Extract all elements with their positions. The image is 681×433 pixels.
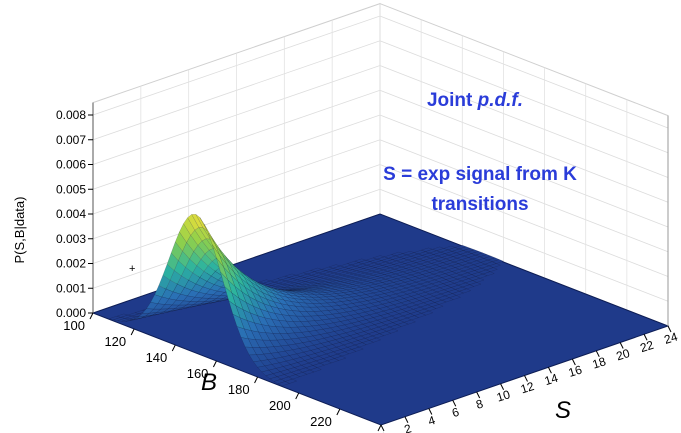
probability-surface <box>108 214 504 387</box>
z-tick-label-3: 0.003 <box>56 232 86 246</box>
s-tick-label-6: 12 <box>519 379 536 396</box>
z-tick-label-6: 0.006 <box>56 158 86 172</box>
s-tick-label-4: 8 <box>474 396 485 411</box>
marker-symbol: + <box>129 263 135 275</box>
b-tick-mark-3 <box>212 360 217 368</box>
joint-label-text: Joint <box>426 90 478 111</box>
s-tick-label-8: 16 <box>567 362 584 379</box>
s-tick-mark-7 <box>547 367 552 374</box>
b-tick-mark-2 <box>171 344 176 352</box>
s-tick-label-1: 2 <box>402 421 413 433</box>
b-tick-mark-0 <box>89 312 94 320</box>
s-tick-label-0: 0 <box>379 429 390 433</box>
s-tick-mark-0 <box>380 424 385 432</box>
box-edges <box>92 102 669 326</box>
surface-cell <box>485 267 498 272</box>
s-tick-mark-10 <box>619 342 624 349</box>
b-tick-label-4: 180 <box>228 382 250 397</box>
s-tick-label-5: 10 <box>495 387 512 404</box>
b-tick-mark-4 <box>254 376 259 384</box>
surface-cell <box>284 378 298 384</box>
b-tick-mark-6 <box>336 408 341 416</box>
z-tick-label-2: 0.002 <box>56 257 86 271</box>
surface-cell <box>491 259 504 264</box>
s-tick-mark-3 <box>452 400 457 407</box>
signal-line-1: S = exp signal from K <box>383 164 577 185</box>
z-tick-label-4: 0.004 <box>56 207 86 221</box>
s-tick-label-12: 24 <box>662 329 679 346</box>
s-tick-mark-5 <box>500 383 505 390</box>
b-tick-mark-1 <box>130 328 135 336</box>
axis-labels: 0.000 0.001 0.002 0.003 0.004 0.005 0.006 0.007… <box>56 108 680 433</box>
surface-cell <box>295 372 308 377</box>
surface-cell <box>469 282 482 287</box>
pdf-label-italic: p.d.f. <box>477 90 524 111</box>
s-tick-mark-11 <box>643 334 648 341</box>
b-tick-mark-7 <box>377 424 382 432</box>
s-tick-label-10: 20 <box>615 346 632 363</box>
surface-cell <box>434 299 447 305</box>
s-tick-mark-4 <box>476 391 481 399</box>
s-tick-label-11: 22 <box>638 338 655 355</box>
z-tick-label-0: 0.000 <box>56 306 86 320</box>
b-tick-label-3: 160 <box>187 366 209 381</box>
surface-cell <box>277 381 290 387</box>
z-axis-title: P(S,B|data) <box>12 197 27 264</box>
z-tick-label-7: 0.007 <box>56 133 86 147</box>
b-tick-label-7: 240 <box>351 430 373 433</box>
b-tick-label-6: 220 <box>310 414 332 429</box>
joint-pdf-label: Joint p.d.f. <box>375 90 575 112</box>
surface-cell <box>354 342 367 348</box>
s-axis-title: S <box>555 397 571 424</box>
b-tick-label-0: 100 <box>63 318 85 333</box>
surface-cell <box>461 284 475 290</box>
signal-description: S = exp signal from K transitions <box>330 160 630 220</box>
s-tick-mark-2 <box>428 408 433 415</box>
axis-ticks <box>88 114 672 432</box>
surface-cell <box>472 277 485 283</box>
b-tick-label-5: 200 <box>269 398 291 413</box>
signal-line-2: transitions <box>431 194 529 215</box>
surface-cell <box>441 297 454 303</box>
s-tick-mark-9 <box>595 350 600 357</box>
s-tick-mark-12 <box>667 325 672 333</box>
s-tick-label-9: 18 <box>591 354 608 371</box>
s-tick-label-3: 6 <box>450 405 461 420</box>
s-tick-label-7: 14 <box>543 371 560 388</box>
b-tick-label-1: 120 <box>104 334 126 349</box>
z-tick-label-1: 0.001 <box>56 281 86 295</box>
surface-cell <box>312 362 325 368</box>
z-tick-label-8: 0.008 <box>56 108 86 122</box>
b-axis-title: B <box>201 369 217 396</box>
surface-cell <box>451 290 465 296</box>
s-tick-label-2: 4 <box>426 413 437 428</box>
z-tick-label-5: 0.005 <box>56 182 86 196</box>
s-tick-mark-8 <box>571 358 576 366</box>
b-tick-label-2: 140 <box>146 350 168 365</box>
surface-cell <box>488 263 501 268</box>
b-tick-mark-5 <box>295 392 300 400</box>
s-tick-mark-1 <box>404 416 409 423</box>
s-tick-mark-6 <box>524 375 528 382</box>
